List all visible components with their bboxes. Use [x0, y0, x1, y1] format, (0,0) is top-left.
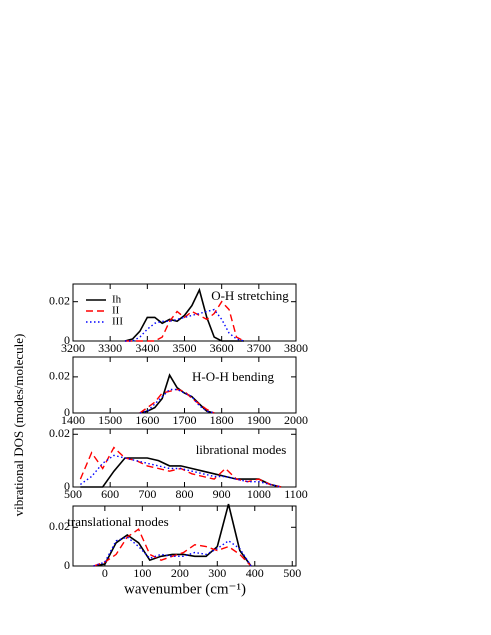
- legend-label: Ih: [112, 294, 122, 306]
- x-tick-label: 3800: [284, 341, 308, 355]
- series-line: [139, 373, 215, 414]
- legend-label: II: [112, 305, 120, 317]
- x-tick-label: 100: [133, 566, 151, 580]
- annotation: librational modes: [196, 442, 287, 457]
- x-tick-label: 1900: [247, 413, 271, 427]
- series-line: [124, 287, 244, 342]
- annotation: H-O-H bending: [192, 369, 274, 384]
- y-tick-label: 0: [64, 333, 70, 347]
- x-tick-label: 1500: [98, 413, 122, 427]
- x-tick-label: 3200: [61, 341, 85, 355]
- x-tick-label: 1100: [284, 487, 308, 501]
- x-tick-label: 3500: [173, 341, 197, 355]
- x-tick-label: 300: [208, 566, 226, 580]
- y-tick-label: 0: [64, 405, 70, 419]
- x-tick-label: 1000: [247, 487, 271, 501]
- plot-frame: [72, 356, 297, 414]
- x-tick-label: 700: [138, 487, 156, 501]
- series-line: [125, 300, 245, 342]
- x-tick-label: 400: [246, 566, 264, 580]
- x-tick-label: 1400: [61, 413, 85, 427]
- x-tick-label: 3600: [210, 341, 234, 355]
- y-tick-label: 0.02: [49, 293, 70, 307]
- y-tick-label: 0: [64, 479, 70, 493]
- y-axis-label: vibrational DOS (modes/molecule): [11, 334, 26, 517]
- y-tick-label: 0.02: [49, 519, 70, 533]
- series-line: [93, 528, 252, 567]
- x-tick-label: 1700: [173, 413, 197, 427]
- x-axis-label: wavenumber (cm⁻¹): [124, 581, 246, 597]
- series-line: [80, 457, 282, 488]
- y-tick-label: 0.02: [49, 369, 70, 383]
- y-tick-label: 0: [64, 558, 70, 572]
- x-tick-label: 1800: [210, 413, 234, 427]
- legend-label: III: [112, 316, 123, 328]
- x-tick-label: 500: [283, 566, 301, 580]
- annotation: translational modes: [67, 514, 168, 529]
- x-tick-label: 2000: [284, 413, 308, 427]
- x-tick-label: 1600: [135, 413, 159, 427]
- series-line: [139, 388, 215, 414]
- x-tick-label: 3400: [135, 341, 159, 355]
- annotation: O-H stretching: [211, 288, 289, 303]
- x-tick-label: 200: [171, 566, 189, 580]
- plot-frame: [72, 428, 297, 488]
- x-tick-label: 900: [213, 487, 231, 501]
- x-tick-label: 600: [101, 487, 119, 501]
- x-tick-label: 800: [176, 487, 194, 501]
- x-tick-label: 0: [102, 566, 108, 580]
- x-tick-label: 3300: [98, 341, 122, 355]
- series-line: [93, 503, 252, 567]
- x-tick-label: 500: [64, 487, 82, 501]
- x-tick-label: 3700: [247, 341, 271, 355]
- y-tick-label: 0.02: [49, 426, 70, 440]
- series-line: [79, 454, 282, 488]
- plot-frame: [72, 505, 297, 567]
